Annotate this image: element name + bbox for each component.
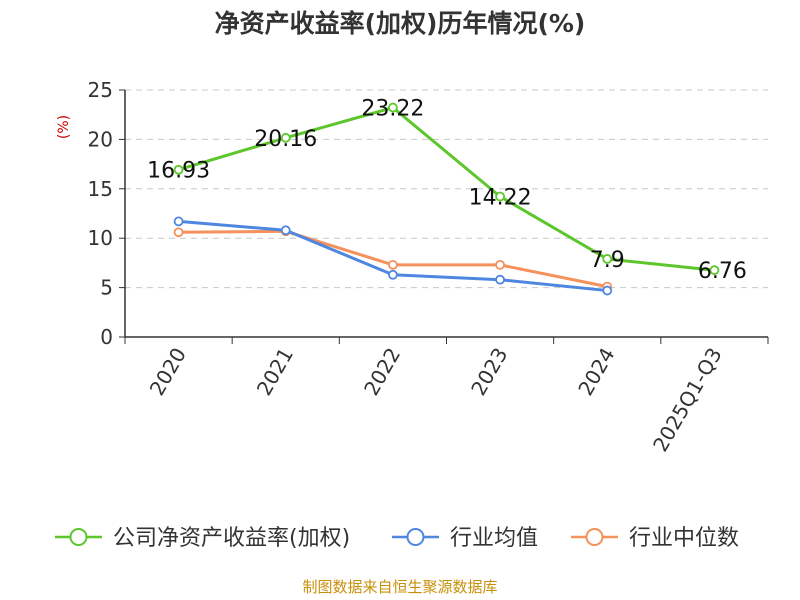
data-point <box>280 132 291 143</box>
legend-label: 行业中位数 <box>629 526 739 551</box>
series-lines <box>173 102 720 296</box>
source-note: 制图数据来自恒生聚源数据库 <box>302 578 498 596</box>
data-point <box>173 216 184 227</box>
legend-label: 公司净资产收益率(加权) <box>113 526 350 551</box>
data-point <box>280 225 291 236</box>
grid-lines <box>125 89 768 289</box>
legend: 公司净资产收益率(加权) 行业均值 行业中位数 <box>55 526 739 551</box>
data-point <box>495 274 505 285</box>
y-tick-label: 20 <box>88 127 113 151</box>
data-point <box>388 259 398 270</box>
data-point <box>709 265 720 276</box>
data-label: 14.22 <box>469 186 532 211</box>
legend-marker <box>406 528 425 546</box>
data-point <box>388 269 398 280</box>
data-point <box>173 227 184 238</box>
x-tick-label: 2021 <box>252 344 298 400</box>
data-point <box>495 191 505 202</box>
data-label: 23.22 <box>361 97 424 122</box>
y-tick-label: 0 <box>100 325 113 349</box>
data-labels: 16.93 20.16 23.22 14.22 7.9 6.76 <box>147 97 747 285</box>
data-point <box>173 164 184 175</box>
series-line <box>178 106 715 272</box>
y-tick-label: 25 <box>88 78 113 102</box>
data-label: 6.76 <box>698 259 747 284</box>
y-axis-label: (%) <box>56 115 72 139</box>
legend-label: 行业均值 <box>450 526 538 551</box>
data-label: 16.93 <box>147 159 210 184</box>
y-tick-label: 15 <box>88 177 113 201</box>
data-point <box>495 259 505 270</box>
x-tick-label: 2024 <box>573 344 619 400</box>
chart-title: 净资产收益率(加权)历年情况(%) <box>214 9 586 38</box>
legend-marker <box>69 528 88 546</box>
data-label: 20.16 <box>254 127 317 152</box>
x-tick-label: 2025Q1-Q3 <box>648 344 727 456</box>
data-point <box>602 254 613 264</box>
data-point <box>602 285 613 296</box>
x-tick-label: 2022 <box>359 344 405 400</box>
data-point <box>388 102 398 113</box>
y-tick-label: 10 <box>88 226 113 250</box>
legend-marker <box>585 528 604 546</box>
axes: 0 5 10 15 20 25 2020 2021 2022 2023 2024 2025Q1-Q3 (… <box>56 78 769 456</box>
x-tick-label: 2023 <box>466 344 512 400</box>
y-tick-label: 5 <box>100 276 113 300</box>
x-tick-label: 2020 <box>145 344 191 400</box>
data-label: 7.9 <box>590 248 625 273</box>
